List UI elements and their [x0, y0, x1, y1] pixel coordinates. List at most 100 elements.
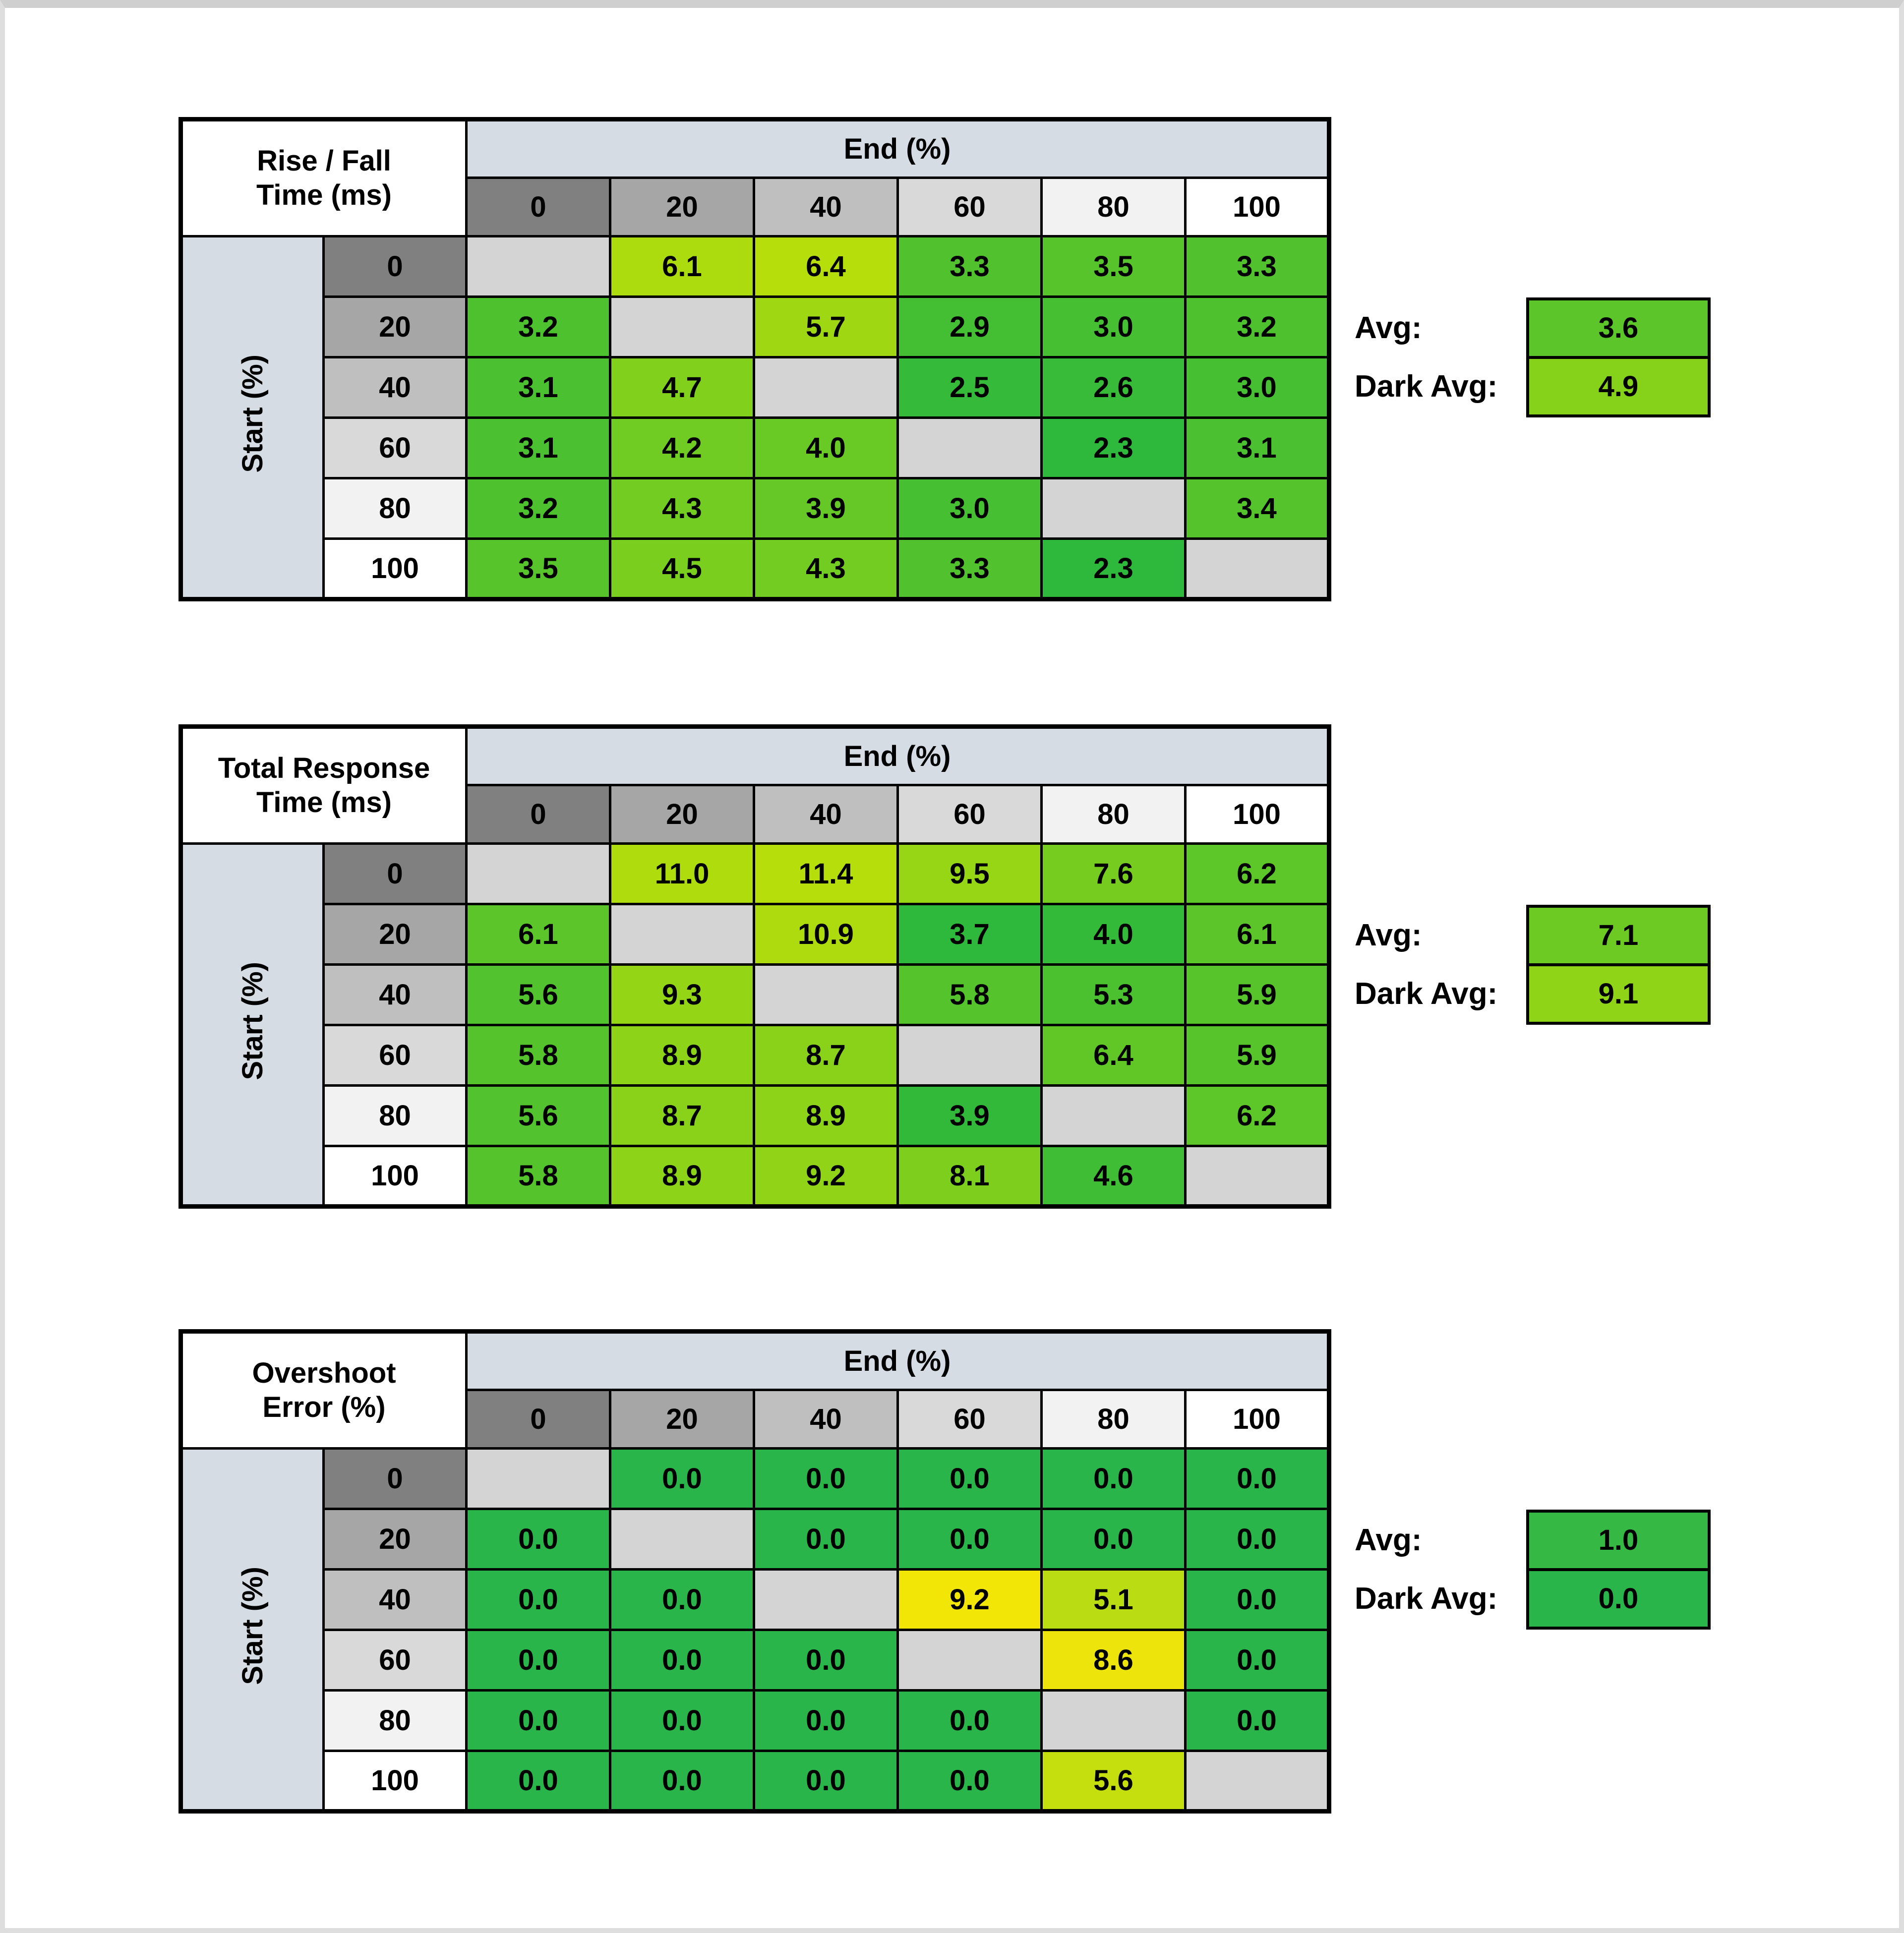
col-header-100: 100: [1184, 1389, 1330, 1450]
heatmap-cell: [465, 235, 611, 298]
heatmap-cell: 6.2: [1184, 1084, 1330, 1147]
heatmap-cell: 3.2: [465, 477, 611, 540]
row-header-80: 80: [322, 1084, 468, 1147]
heatmap-cell: 6.4: [753, 235, 899, 298]
heatmap-cell: 0.0: [753, 1629, 899, 1692]
heatmap-cell: 5.8: [896, 963, 1043, 1026]
col-header-40: 40: [753, 1389, 899, 1450]
heatmap-cell: [753, 1568, 899, 1631]
heatmap-cell: 3.7: [896, 903, 1043, 966]
heatmap-cell: 4.0: [1040, 903, 1187, 966]
heatmap-cell: [609, 295, 755, 358]
heatmap-cell: 5.6: [1040, 1750, 1187, 1813]
heatmap-cell: 2.5: [896, 356, 1043, 419]
table-title-line1: Overshoot: [252, 1357, 396, 1390]
heatmap-cell: 0.0: [753, 1508, 899, 1571]
heatmap-cell: [896, 416, 1043, 479]
heatmap-cell: 0.0: [609, 1568, 755, 1631]
heatmap-cell: 9.5: [896, 842, 1043, 905]
heatmap-cell: [609, 1508, 755, 1571]
col-header-0: 0: [465, 176, 611, 237]
row-header-100: 100: [322, 537, 468, 600]
heatmap-cell: 3.3: [896, 235, 1043, 298]
heatmap-cell: 3.5: [465, 537, 611, 600]
heatmap-cell: 3.2: [465, 295, 611, 358]
heatmap-cell: 0.0: [1040, 1447, 1187, 1510]
heatmap-cell: 3.0: [1184, 356, 1330, 419]
row-header-40: 40: [322, 963, 468, 1026]
col-header-40: 40: [753, 784, 899, 845]
heatmap-cell: 8.6: [1040, 1629, 1187, 1692]
heatmap-cell: 9.3: [609, 963, 755, 1026]
dark-avg-label: Dark Avg:: [1355, 1582, 1498, 1616]
heatmap-cell: 2.9: [896, 295, 1043, 358]
row-header-80: 80: [322, 1689, 468, 1752]
row-header-20: 20: [322, 903, 468, 966]
heatmap-cell: 6.4: [1040, 1024, 1187, 1087]
heatmap-cell: 0.0: [465, 1568, 611, 1631]
heatmap-cell: 3.1: [465, 356, 611, 419]
heatmap-cell: 3.9: [753, 477, 899, 540]
heatmap-cell: 0.0: [609, 1750, 755, 1813]
heatmap-cell: 0.0: [609, 1447, 755, 1510]
heatmap-cell: 0.0: [465, 1750, 611, 1813]
dark-avg-value-box: 9.1: [1526, 963, 1711, 1025]
rise-fall-heatmap-table: Rise / Fall Time (ms) End (%) 0 20 40 60 80 100 S…: [178, 117, 1331, 601]
table-title-line1: Total Response: [218, 752, 430, 785]
start-axis-label: Start (%): [237, 354, 269, 473]
heatmap-cell: 0.0: [896, 1689, 1043, 1752]
heatmap-cell: 0.0: [753, 1750, 899, 1813]
heatmap-cell: 3.0: [896, 477, 1043, 540]
heatmap-cell: 5.6: [465, 1084, 611, 1147]
heatmap-cell: 7.6: [1040, 842, 1187, 905]
row-header-0: 0: [322, 235, 468, 298]
avg-label: Avg:: [1355, 311, 1422, 345]
heatmap-cell: 9.2: [753, 1145, 899, 1208]
heatmap-cell: [1040, 1689, 1187, 1752]
table-title: Total Response Time (ms): [179, 725, 468, 845]
heatmap-cell: 11.4: [753, 842, 899, 905]
row-header-40: 40: [322, 356, 468, 419]
col-header-0: 0: [465, 1389, 611, 1450]
row-header-60: 60: [322, 1024, 468, 1087]
heatmap-cell: 0.0: [753, 1689, 899, 1752]
row-header-80: 80: [322, 477, 468, 540]
table-title-line2: Time (ms): [256, 786, 392, 819]
col-header-80: 80: [1040, 1389, 1187, 1450]
col-header-60: 60: [896, 176, 1043, 237]
heatmap-cell: 0.0: [465, 1508, 611, 1571]
heatmap-cell: 5.9: [1184, 1024, 1330, 1087]
row-header-0: 0: [322, 1447, 468, 1510]
heatmap-cell: [896, 1629, 1043, 1692]
heatmap-cell: [753, 963, 899, 1026]
row-header-20: 20: [322, 1508, 468, 1571]
heatmap-cell: [753, 356, 899, 419]
heatmap-cell: 3.2: [1184, 295, 1330, 358]
heatmap-cell: 3.3: [896, 537, 1043, 600]
avg-value-box: 7.1: [1526, 905, 1711, 966]
heatmap-cell: 0.0: [896, 1447, 1043, 1510]
col-header-0: 0: [465, 784, 611, 845]
start-axis-header: Start (%): [179, 842, 325, 1208]
heatmap-cell: 0.0: [753, 1447, 899, 1510]
heatmap-cell: 5.8: [465, 1145, 611, 1208]
heatmap-cell: 0.0: [896, 1508, 1043, 1571]
col-header-20: 20: [609, 1389, 755, 1450]
dark-avg-label: Dark Avg:: [1355, 369, 1498, 404]
heatmap-cell: 0.0: [609, 1689, 755, 1752]
heatmap-cell: [1040, 1084, 1187, 1147]
heatmap-cell: 9.2: [896, 1568, 1043, 1631]
heatmap-cell: 4.3: [753, 537, 899, 600]
heatmap-cell: 5.9: [1184, 963, 1330, 1026]
heatmap-cell: 4.3: [609, 477, 755, 540]
heatmap-cell: 0.0: [465, 1629, 611, 1692]
heatmap-cell: 8.9: [609, 1145, 755, 1208]
dark-avg-value-box: 4.9: [1526, 356, 1711, 417]
heatmap-cell: 5.1: [1040, 1568, 1187, 1631]
avg-value-box: 1.0: [1526, 1510, 1711, 1571]
heatmap-cell: 8.7: [609, 1084, 755, 1147]
heatmap-cell: 6.2: [1184, 842, 1330, 905]
avg-label: Avg:: [1355, 918, 1422, 952]
heatmap-cell: 8.7: [753, 1024, 899, 1087]
start-axis-header: Start (%): [179, 235, 325, 600]
